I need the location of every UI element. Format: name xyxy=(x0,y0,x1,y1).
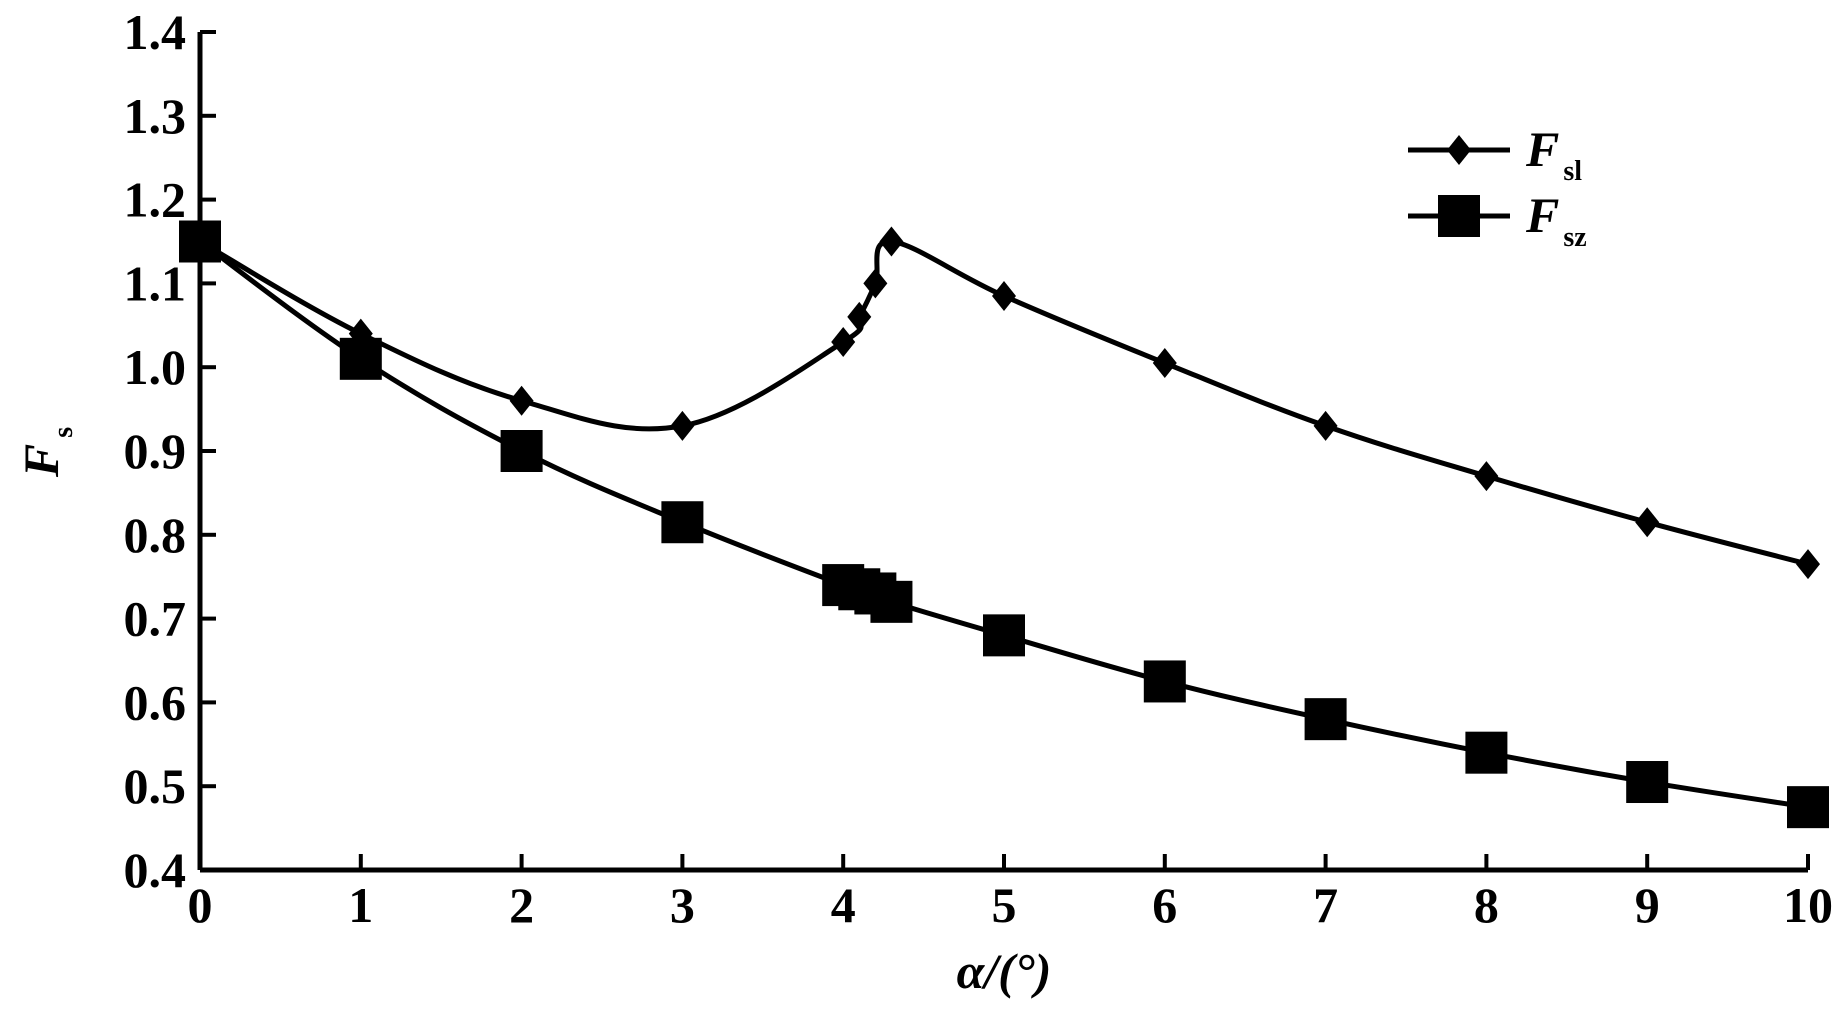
y-tick-label: 1.2 xyxy=(124,172,187,228)
data-point xyxy=(1152,348,1177,379)
data-point xyxy=(500,430,543,472)
data-point xyxy=(1313,410,1338,441)
series-layer xyxy=(179,220,1829,829)
data-point xyxy=(670,410,695,441)
data-point xyxy=(1474,461,1499,492)
data-point xyxy=(661,501,704,544)
data-point xyxy=(1635,507,1660,538)
data-point xyxy=(983,614,1025,657)
x-tick-label: 6 xyxy=(1152,877,1177,933)
series-line xyxy=(198,239,1809,810)
data-point xyxy=(1626,761,1669,804)
y-tick-label: 0.8 xyxy=(124,507,187,563)
x-tick-label: 1 xyxy=(348,877,373,933)
y-axis-title-main: F xyxy=(13,444,69,478)
y-axis-title: Fs xyxy=(13,427,79,478)
y-tick-label: 1.0 xyxy=(124,339,187,395)
data-point xyxy=(179,220,221,263)
data-point xyxy=(870,580,913,623)
data-point xyxy=(992,280,1016,311)
y-tick-label: 0.4 xyxy=(124,842,187,898)
y-tick-label: 1.1 xyxy=(124,255,187,311)
x-axis-title: α/(°) xyxy=(957,943,1052,999)
legend-label-subscript: sz xyxy=(1563,222,1586,253)
y-tick-label: 0.7 xyxy=(124,591,187,647)
axes: 0.4 0.5 0.6 0.7 0.8 0.9 1.0 1.1 1.2 1.3 1.4 0 1 2 3 4 5 6… xyxy=(124,4,1834,933)
data-point xyxy=(339,337,382,380)
y-tick-label: 0.5 xyxy=(124,758,187,814)
data-point xyxy=(831,327,856,358)
series-fsl xyxy=(188,226,1820,580)
x-tick-label: 4 xyxy=(831,877,856,933)
legend-label-main: F xyxy=(1525,121,1559,177)
legend-marker xyxy=(1447,135,1471,165)
x-tick-label: 3 xyxy=(670,877,695,933)
x-tick-label: 5 xyxy=(992,877,1017,933)
series-fsz xyxy=(179,220,1829,829)
data-point xyxy=(1143,660,1186,703)
x-tick-label: 9 xyxy=(1635,877,1660,933)
data-point xyxy=(509,385,534,416)
data-point xyxy=(847,301,872,332)
data-point xyxy=(1796,549,1820,580)
y-tick-label: 0.6 xyxy=(124,674,187,730)
x-tick-label: 10 xyxy=(1783,877,1833,933)
y-axis-title-subscript: s xyxy=(48,427,79,438)
y-tick-label: 0.9 xyxy=(124,423,187,479)
x-tick-label: 8 xyxy=(1474,877,1499,933)
legend-marker xyxy=(1438,195,1480,237)
data-point xyxy=(879,226,904,257)
data-point xyxy=(1787,786,1829,829)
legend-label-main: F xyxy=(1525,187,1559,243)
data-point xyxy=(1304,698,1347,741)
y-tick-label: 1.3 xyxy=(124,88,187,144)
x-tick-label: 0 xyxy=(188,877,213,933)
data-point xyxy=(863,268,888,299)
data-point xyxy=(1465,731,1508,774)
legend-label-subscript: sl xyxy=(1563,156,1582,187)
y-axis-title-group: Fs xyxy=(13,427,79,478)
x-tick-label: 2 xyxy=(509,877,534,933)
y-tick-label: 1.4 xyxy=(124,4,187,60)
x-tick-label: 7 xyxy=(1313,877,1338,933)
